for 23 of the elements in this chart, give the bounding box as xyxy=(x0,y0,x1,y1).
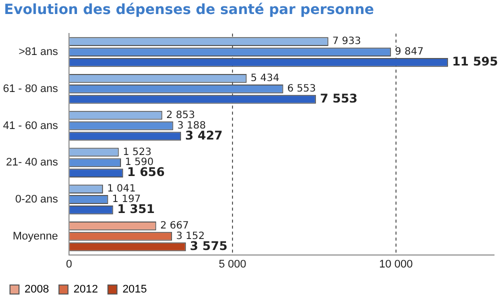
data-label: 7 933 xyxy=(332,36,362,48)
legend-label: 2012 xyxy=(73,284,98,296)
y-tick-label: Moyenne xyxy=(12,230,58,242)
x-tick-label: 10 000 xyxy=(379,258,413,270)
y-tick-label: 61 - 80 ans xyxy=(2,82,59,95)
data-label: 9 847 xyxy=(394,46,424,58)
legend-label: 2015 xyxy=(122,284,147,296)
data-label: 11 595 xyxy=(452,54,498,69)
data-label: 6 553 xyxy=(287,83,316,94)
data-label: 1 523 xyxy=(122,146,152,158)
data-label: 1 041 xyxy=(107,184,136,195)
data-label: 2 853 xyxy=(166,110,195,121)
x-tick-label: 5 000 xyxy=(218,258,246,270)
legend-label: 2008 xyxy=(24,284,49,296)
data-label: 7 553 xyxy=(320,91,358,106)
chart-title: Evolution des dépenses de santé par personne xyxy=(4,2,374,18)
y-tick-label: 41 - 60 ans xyxy=(2,120,59,132)
x-tick-label: 0 xyxy=(66,258,72,270)
data-label: 5 434 xyxy=(250,73,280,84)
data-label: 2 667 xyxy=(160,220,189,232)
y-tick-label: 0-20 ans xyxy=(15,194,59,206)
y-tick-label: 21- 40 ans xyxy=(6,156,59,169)
y-tick-label: >81 ans xyxy=(18,46,59,58)
